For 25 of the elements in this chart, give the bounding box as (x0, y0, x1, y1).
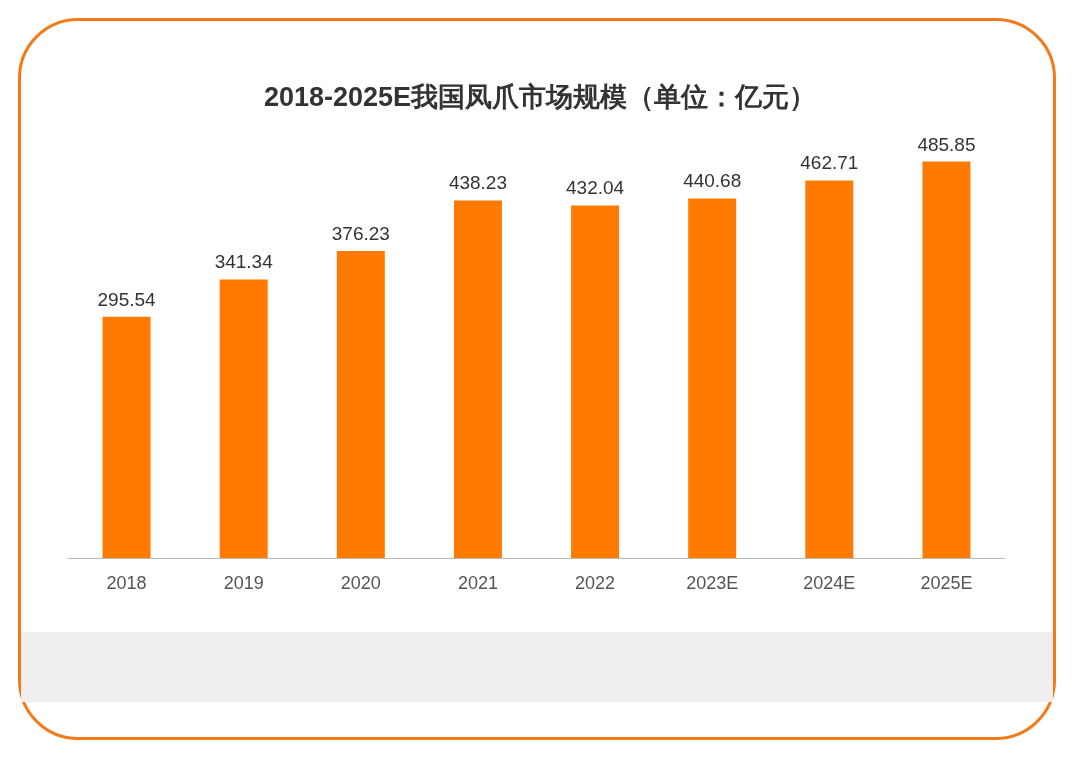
x-tick-label: 2021 (457, 573, 498, 593)
data-label: 440.68 (683, 170, 742, 192)
data-label: 376.23 (331, 223, 390, 244)
bar (922, 161, 971, 558)
data-label: 462.71 (800, 152, 859, 174)
data-label: 295.54 (97, 288, 157, 310)
bar (336, 251, 385, 558)
chart-title: 2018-2025E我国凤爪市场规模（单位：亿元） (263, 81, 817, 112)
bar (102, 316, 151, 558)
x-tick-label: 2022 (575, 573, 616, 593)
bar (571, 205, 620, 558)
data-label: 485.85 (917, 133, 976, 155)
data-label: 438.23 (448, 172, 507, 194)
bar (688, 198, 737, 558)
x-tick-label: 2023E (686, 573, 739, 593)
x-tick-label: 2025E (920, 573, 973, 593)
bar (219, 279, 268, 558)
x-tick-label: 2018 (106, 573, 147, 593)
x-tick-label: 2020 (340, 573, 381, 593)
data-label: 432.04 (566, 177, 625, 199)
x-tick-label: 2019 (223, 573, 264, 593)
bar (453, 200, 502, 558)
bar (805, 180, 854, 558)
x-tick-label: 2024E (803, 573, 856, 593)
data-label: 341.34 (214, 251, 274, 273)
